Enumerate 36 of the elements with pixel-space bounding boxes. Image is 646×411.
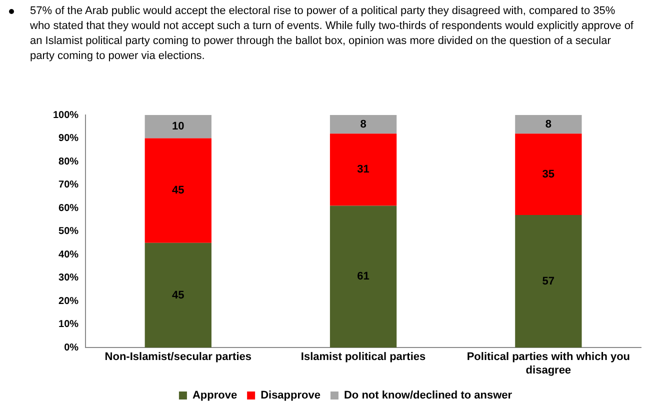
x-tick-label: Islamist political parties (300, 351, 426, 364)
y-tick-label: 100% (53, 110, 79, 121)
y-tick-label: 50% (58, 226, 79, 238)
y-tick-label: 10% (58, 319, 79, 330)
bar (330, 206, 397, 348)
x-tick-label: Political parties with which you disagree (466, 351, 630, 376)
data-label: 8 (545, 118, 552, 130)
y-tick-label: 70% (58, 180, 79, 191)
legend-label: Do not know/declined to answer (344, 390, 513, 402)
bar (515, 115, 582, 134)
data-label: 35 (542, 168, 555, 180)
data-label: 45 (172, 184, 184, 197)
chart-title: 57% of the Arab public would accept the electoral rise to power of a political party they disagreed with, compared to 35% who stated that they would not accept such a turn of events. While fully two-thirds of respondents would explicitly approve of an Islamist political party coming to power through the ballot box, opinion was more divided on the question of a secular party coming to power via elections. (30, 4, 634, 64)
x-tick-label: Non-Islamist/secular parties (104, 351, 252, 364)
y-tick-label: 90% (58, 133, 79, 144)
y-tick-label: 60% (58, 202, 79, 214)
data-label: 8 (360, 118, 366, 130)
y-tick-label: 20% (58, 296, 79, 307)
bar (515, 134, 582, 216)
bar (330, 115, 397, 134)
bar (144, 115, 212, 138)
bar (330, 134, 397, 206)
y-tick-label: 40% (58, 249, 79, 260)
data-label: 61 (357, 270, 370, 283)
data-label: 31 (357, 164, 370, 176)
bar (515, 215, 582, 348)
legend-label: Disapprove (260, 390, 320, 402)
data-label: 10 (172, 120, 184, 133)
data-label: 45 (172, 289, 184, 302)
data-label: 57 (542, 275, 555, 288)
y-tick-label: 0% (64, 342, 79, 354)
bar (144, 138, 212, 243)
bar (144, 242, 212, 348)
y-tick-label: 80% (58, 156, 79, 168)
legend-label: Approve (192, 390, 238, 402)
y-tick-label: 30% (58, 272, 79, 284)
